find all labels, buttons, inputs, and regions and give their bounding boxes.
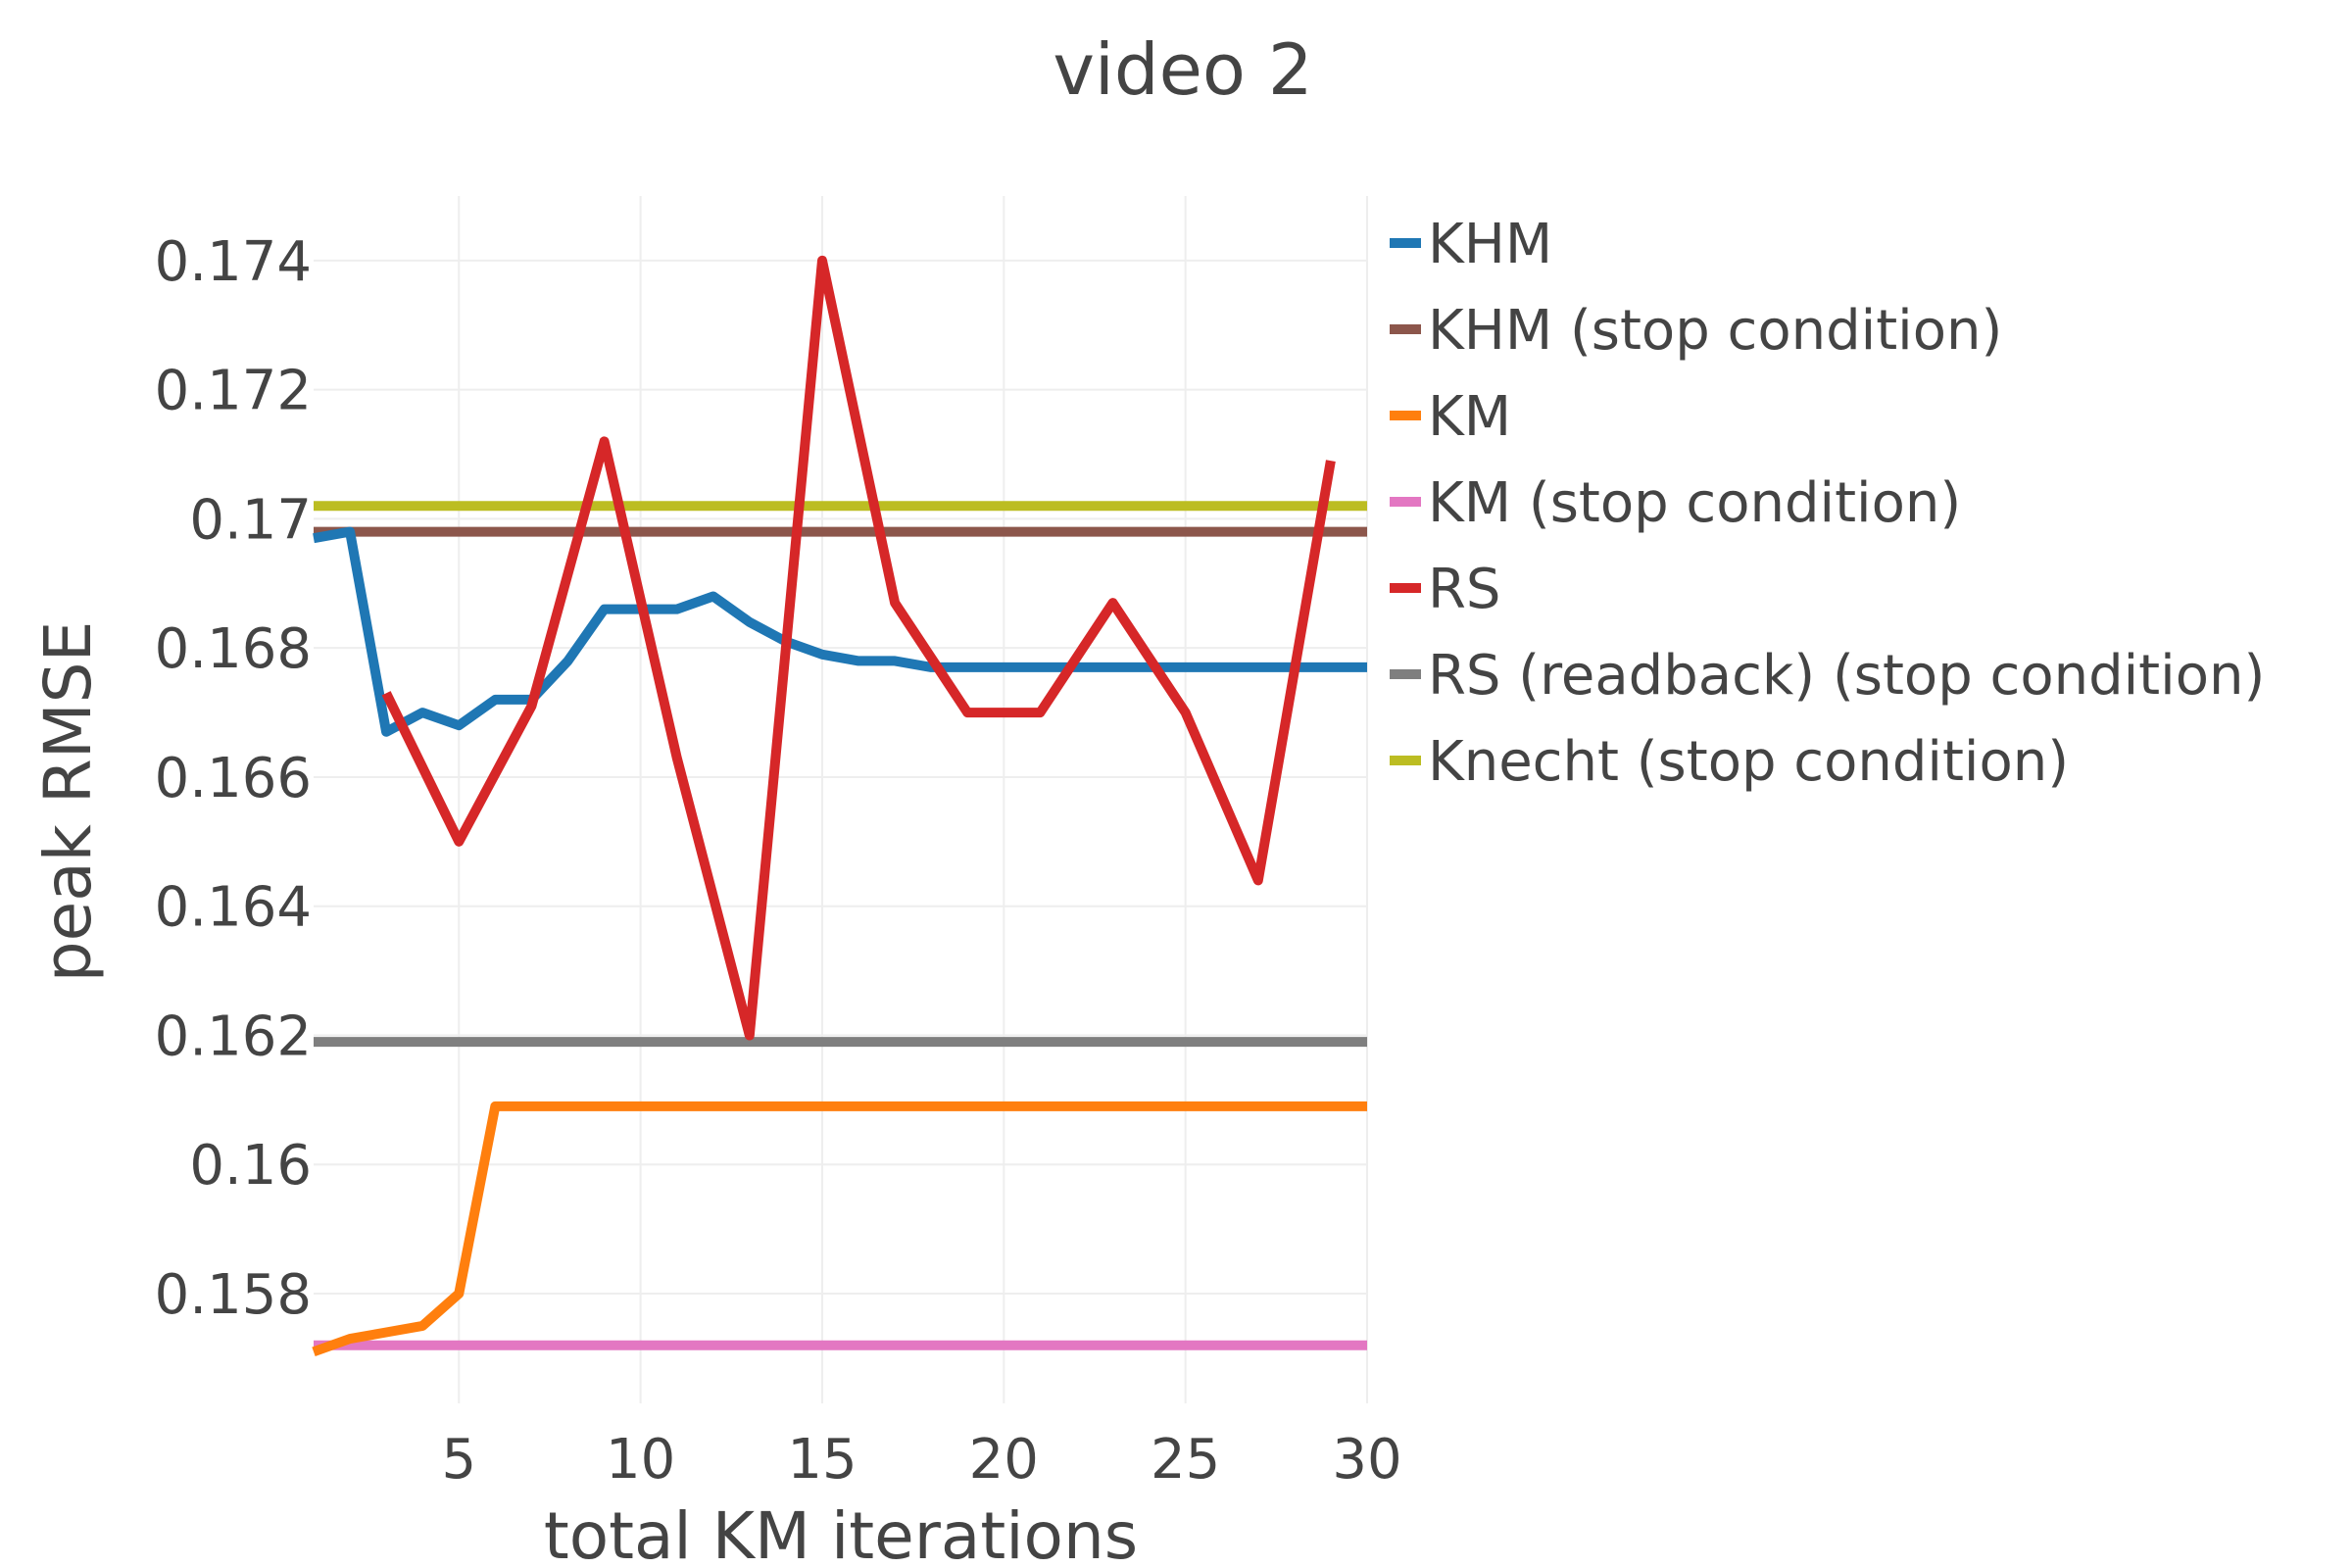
legend-label-rs-readback-stop-condition: RS (readback) (stop condition) bbox=[1428, 644, 2265, 708]
series-line-rs bbox=[381, 255, 1336, 1041]
x-axis-title: total KM iterations bbox=[544, 1498, 1138, 1568]
legend-label-km: KM bbox=[1428, 385, 1511, 449]
series-line-khm bbox=[313, 526, 1367, 737]
legend-label-knecht-stop-condition: Knecht (stop condition) bbox=[1428, 730, 2069, 794]
grid-lines bbox=[314, 196, 1368, 1403]
legend-label-km-stop-condition: KM (stop condition) bbox=[1428, 471, 1961, 535]
legend-label-khm-stop-condition: KHM (stop condition) bbox=[1428, 299, 2002, 363]
y-tick-label: 0.164 bbox=[155, 876, 312, 940]
chart-title: video 2 bbox=[1053, 28, 1312, 111]
y-tick-label: 0.158 bbox=[155, 1263, 312, 1327]
y-tick-label: 0.174 bbox=[155, 230, 312, 294]
legend-label-khm: KHM bbox=[1428, 213, 1552, 276]
x-tick-label: 20 bbox=[969, 1428, 1039, 1492]
y-tick-label: 0.162 bbox=[155, 1004, 312, 1068]
y-tick-label: 0.172 bbox=[155, 360, 312, 423]
x-tick-label: 15 bbox=[787, 1428, 857, 1492]
x-tick-label: 25 bbox=[1151, 1428, 1220, 1492]
legend: KHM KHM (stop condition) KM KM (stop condit… bbox=[1390, 213, 2265, 794]
series-line-km bbox=[312, 1101, 1367, 1357]
x-tick-label: 30 bbox=[1332, 1428, 1401, 1492]
y-axis-title: peak RMSE bbox=[30, 621, 106, 983]
legend-label-rs: RS bbox=[1428, 558, 1500, 621]
x-tick-label: 5 bbox=[441, 1428, 476, 1492]
y-tick-label: 0.168 bbox=[155, 617, 312, 681]
y-tick-label: 0.166 bbox=[155, 747, 312, 810]
x-tick-label: 10 bbox=[606, 1428, 675, 1492]
series-lines bbox=[312, 255, 1367, 1357]
y-axis: 0.158 0.16 0.162 0.164 0.166 0.168 0.17 0.172 0.… bbox=[155, 230, 312, 1327]
y-tick-label: 0.17 bbox=[189, 488, 312, 552]
y-tick-label: 0.16 bbox=[189, 1134, 312, 1198]
x-axis: 5 10 15 20 25 30 bbox=[441, 1428, 1401, 1492]
